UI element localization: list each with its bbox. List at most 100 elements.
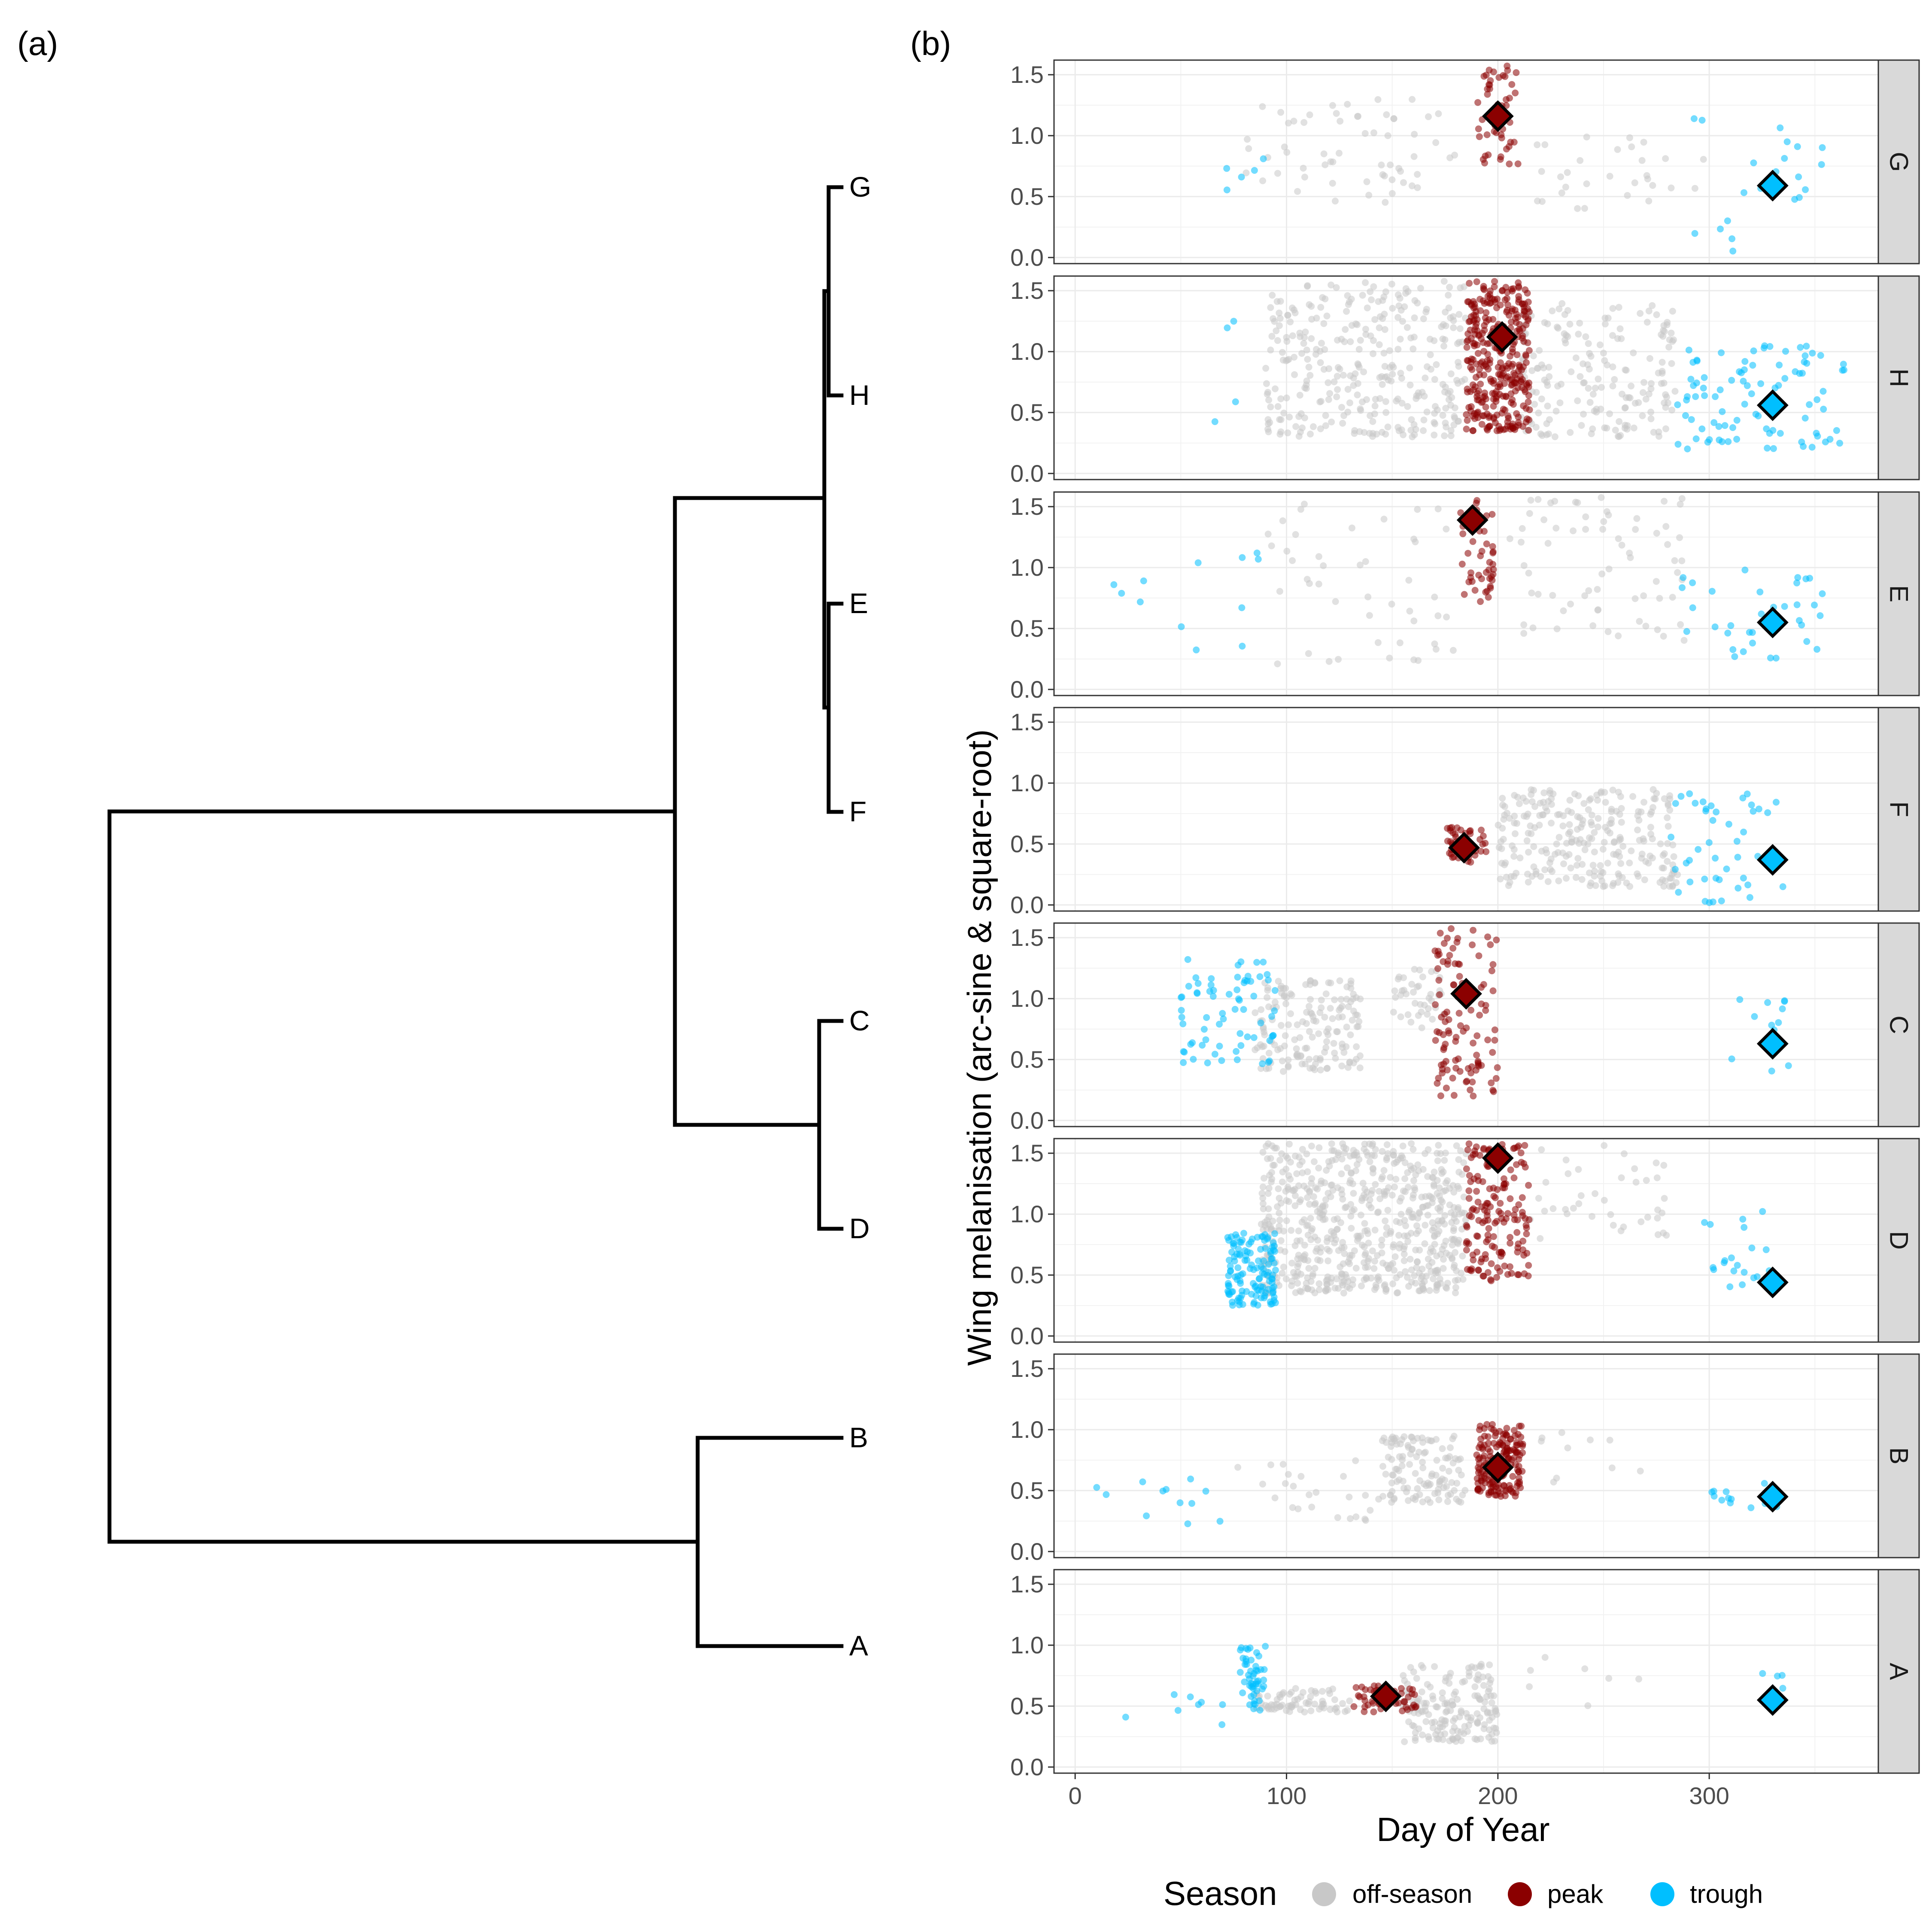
data-point-off-season	[1584, 1702, 1592, 1709]
data-point-off-season	[1292, 531, 1299, 538]
data-point-trough	[1170, 1691, 1178, 1698]
data-point-peak	[1464, 550, 1472, 557]
legend-swatch-trough	[1650, 1882, 1674, 1906]
data-point-trough	[1817, 612, 1824, 619]
data-point-off-season	[1449, 647, 1457, 654]
y-tick-label: 0.0	[1010, 1538, 1044, 1565]
data-point-off-season	[1292, 423, 1300, 430]
data-point-off-season	[1277, 1237, 1285, 1244]
data-point-off-season	[1668, 184, 1675, 191]
data-point-off-season	[1274, 170, 1281, 177]
data-point-off-season	[1635, 1675, 1642, 1683]
data-point-off-season	[1585, 385, 1592, 392]
data-point-peak	[1503, 1431, 1510, 1439]
data-point-off-season	[1617, 432, 1624, 439]
data-point-off-season	[1577, 823, 1585, 831]
y-tick-label: 0.5	[1010, 1477, 1044, 1504]
data-point-off-season	[1292, 1701, 1300, 1708]
data-point-off-season	[1564, 169, 1571, 176]
data-point-trough	[1103, 1491, 1110, 1498]
data-point-off-season	[1383, 1141, 1391, 1148]
data-point-trough	[1690, 382, 1697, 389]
data-point-off-season	[1637, 310, 1644, 317]
data-point-off-season	[1269, 292, 1276, 299]
data-point-off-season	[1276, 315, 1284, 322]
data-point-off-season	[1412, 538, 1419, 546]
data-point-off-season	[1291, 1202, 1299, 1209]
data-point-trough	[1241, 1247, 1249, 1254]
data-point-off-season	[1554, 811, 1561, 818]
data-point-off-season	[1303, 1150, 1310, 1157]
data-point-trough	[1778, 1672, 1786, 1679]
data-point-off-season	[1550, 1479, 1557, 1485]
data-point-peak	[1487, 287, 1494, 295]
data-point-off-season	[1438, 323, 1445, 330]
data-point-peak	[1444, 935, 1451, 942]
data-point-peak	[1352, 1684, 1360, 1691]
data-point-peak	[1475, 125, 1482, 133]
data-point-off-season	[1497, 875, 1504, 883]
data-point-off-season	[1474, 1718, 1481, 1725]
data-point-peak	[1479, 832, 1487, 840]
data-point-trough	[1260, 1265, 1267, 1273]
data-point-off-season	[1506, 815, 1513, 822]
data-point-trough	[1683, 628, 1690, 635]
data-point-peak	[1463, 1246, 1470, 1254]
data-point-off-season	[1392, 1176, 1400, 1183]
data-point-trough	[1271, 1007, 1278, 1015]
data-point-off-season	[1646, 355, 1653, 362]
data-point-off-season	[1259, 177, 1267, 185]
data-point-off-season	[1418, 1009, 1425, 1015]
data-point-trough	[1741, 1269, 1748, 1276]
data-point-off-season	[1379, 1260, 1386, 1267]
data-point-off-season	[1282, 1152, 1290, 1160]
data-point-off-season	[1349, 524, 1355, 532]
data-point-off-season	[1284, 312, 1291, 319]
data-point-trough	[1260, 1683, 1267, 1690]
data-point-off-season	[1393, 1159, 1400, 1166]
data-point-off-season	[1581, 592, 1589, 599]
data-point-off-season	[1294, 188, 1301, 195]
data-point-off-season	[1538, 1434, 1546, 1442]
data-point-off-season	[1525, 848, 1532, 856]
data-point-off-season	[1303, 1020, 1310, 1027]
data-point-off-season	[1495, 821, 1502, 829]
data-point-off-season	[1450, 1227, 1457, 1234]
data-point-off-season	[1430, 1181, 1437, 1188]
data-point-trough	[1729, 646, 1737, 653]
data-point-peak	[1513, 1448, 1520, 1455]
data-point-off-season	[1547, 866, 1554, 873]
y-tick-label: 0.0	[1010, 244, 1044, 271]
data-point-off-season	[1648, 808, 1655, 816]
data-point-off-season	[1307, 1215, 1314, 1222]
data-point-off-season	[1585, 587, 1592, 594]
data-point-off-season	[1420, 427, 1427, 434]
data-point-off-season	[1369, 1165, 1376, 1172]
data-point-trough	[1733, 838, 1741, 845]
data-point-off-season	[1300, 1182, 1308, 1190]
data-point-off-season	[1510, 873, 1518, 880]
data-point-off-season	[1583, 180, 1590, 188]
data-point-off-season	[1499, 802, 1507, 808]
data-point-off-season	[1637, 1218, 1645, 1225]
data-point-off-season	[1287, 1010, 1294, 1018]
data-point-off-season	[1306, 1491, 1313, 1498]
x-tick-label: 100	[1267, 1782, 1306, 1809]
data-point-off-season	[1454, 1727, 1461, 1735]
data-point-off-season	[1599, 526, 1607, 533]
data-point-off-season	[1579, 861, 1586, 868]
data-point-trough	[1259, 1060, 1266, 1067]
data-point-off-season	[1385, 1265, 1392, 1272]
data-point-peak	[1491, 278, 1498, 285]
data-point-off-season	[1324, 1025, 1332, 1033]
data-point-off-season	[1329, 1187, 1337, 1194]
data-point-off-season	[1302, 1045, 1309, 1052]
data-point-off-season	[1276, 588, 1283, 595]
data-point-off-season	[1534, 141, 1541, 149]
data-point-trough	[1779, 883, 1786, 890]
data-point-trough	[1701, 1219, 1708, 1226]
data-point-off-season	[1393, 1289, 1400, 1297]
data-point-off-season	[1260, 1200, 1267, 1207]
data-point-peak	[1444, 961, 1451, 968]
data-point-trough	[1718, 1497, 1725, 1504]
